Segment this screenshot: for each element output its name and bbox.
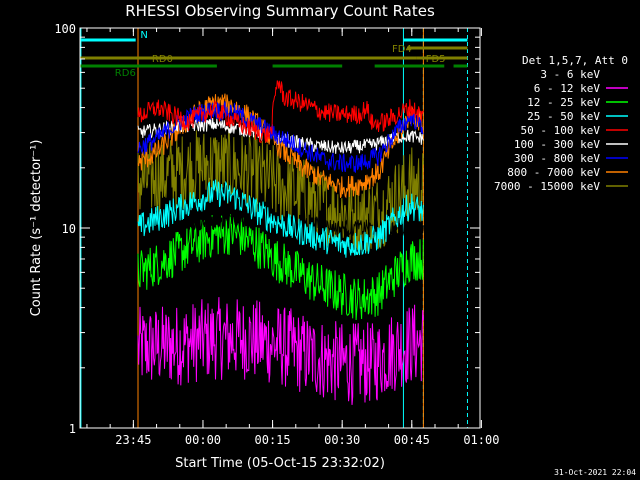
series-line-6: [137, 93, 424, 199]
legend-label-7: 800 - 7000 keV: [507, 166, 600, 179]
series-line-8: [137, 80, 424, 144]
flag-label-0: N: [140, 30, 147, 41]
y-tick-label-2: 100: [54, 22, 76, 36]
legend-label-5: 100 - 300 keV: [514, 138, 600, 151]
series-line-0: [137, 297, 424, 405]
x-tick-label-2: 00:15: [255, 433, 291, 447]
legend-label-3: 25 - 50 keV: [527, 110, 600, 123]
series-line-4: [137, 179, 424, 258]
plot-area: N FD4 FD5 RD0 RD6: [80, 28, 468, 428]
y-axis-label: Count Rate (s⁻¹ detector⁻¹): [29, 140, 44, 317]
flag-label-3: RD0: [152, 54, 173, 65]
legend-label-6: 300 - 800 keV: [514, 152, 600, 165]
flag-label-2: FD5: [426, 54, 446, 65]
x-axis-label: Start Time (05-Oct-15 23:32:02): [175, 456, 385, 471]
y-tick-label-1: 10: [62, 222, 76, 236]
series-line-2: [137, 214, 424, 321]
flag-label-1: FD4: [392, 44, 412, 55]
x-tick-label-5: 01:00: [463, 433, 499, 447]
axes: 23:45 00:00 00:15 00:30 00:45 01:00 1 10 100: [54, 22, 499, 447]
legend-label-2: 12 - 25 keV: [527, 96, 600, 109]
legend-header: Det 1,5,7, Att 0: [522, 54, 628, 67]
x-tick-label-0: 23:45: [115, 433, 151, 447]
date-stamp: 31-Oct-2021 22:04: [554, 468, 636, 477]
legend-label-0: 3 - 6 keV: [540, 68, 600, 81]
flag-label-4: RD6: [115, 68, 136, 79]
x-tick-label-3: 00:30: [324, 433, 360, 447]
legend-label-1: 6 - 12 keV: [534, 82, 601, 95]
legend-label-4: 50 - 100 keV: [521, 124, 601, 137]
x-tick-label-1: 00:00: [185, 433, 221, 447]
legend-label-8: 7000 - 15000 keV: [494, 180, 600, 193]
chart-title: RHESSI Observing Summary Count Rates: [125, 2, 435, 20]
y-tick-label-0: 1: [69, 422, 76, 436]
x-tick-label-4: 00:45: [394, 433, 430, 447]
